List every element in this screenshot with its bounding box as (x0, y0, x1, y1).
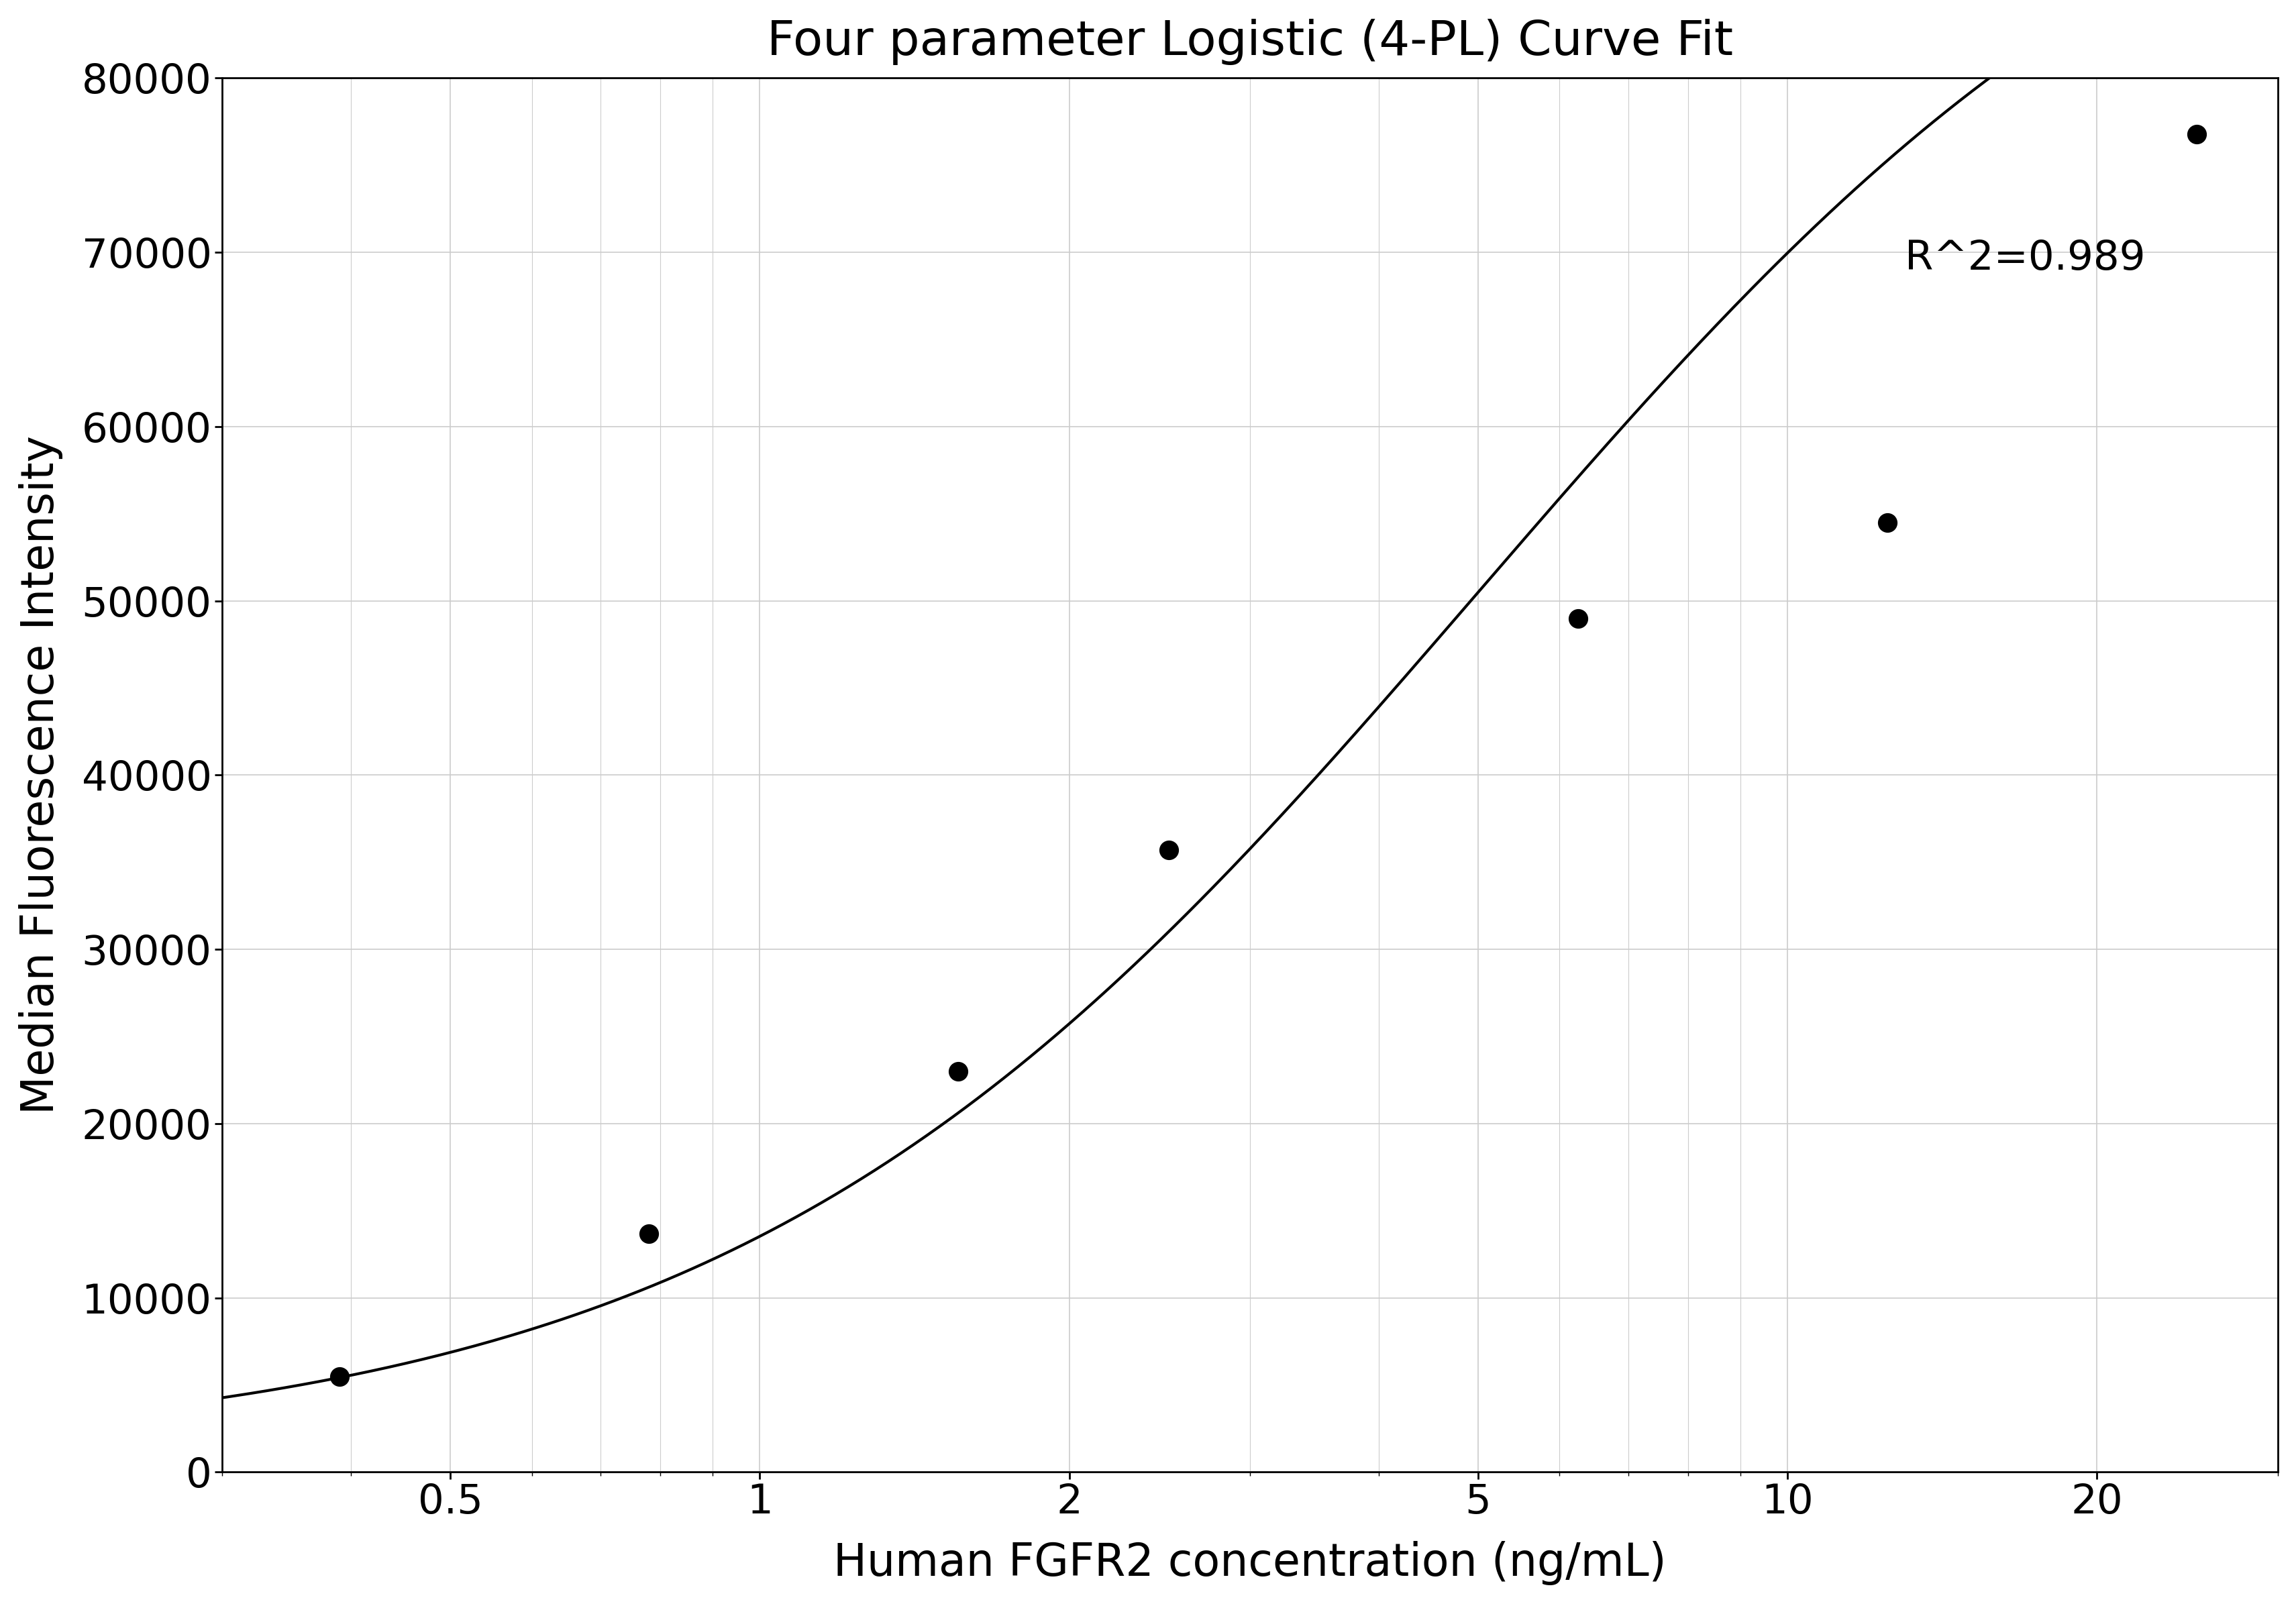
Point (1150, 837, 1187, 863)
Text: R^2=0.989: R^2=0.989 (1903, 239, 2144, 279)
Point (939, 1059, 976, 1084)
Point (1559, 605, 1596, 630)
Point (1869, 510, 1906, 536)
Point (2177, 120, 2213, 146)
Point (631, 1221, 668, 1246)
Y-axis label: Median Fluorescence Intensity: Median Fluorescence Intensity (18, 436, 62, 1115)
Title: Four parameter Logistic (4-PL) Curve Fit: Four parameter Logistic (4-PL) Curve Fit (767, 19, 1733, 64)
X-axis label: Human FGFR2 concentration (ng/mL): Human FGFR2 concentration (ng/mL) (833, 1541, 1667, 1585)
Point (321, 1363, 358, 1389)
